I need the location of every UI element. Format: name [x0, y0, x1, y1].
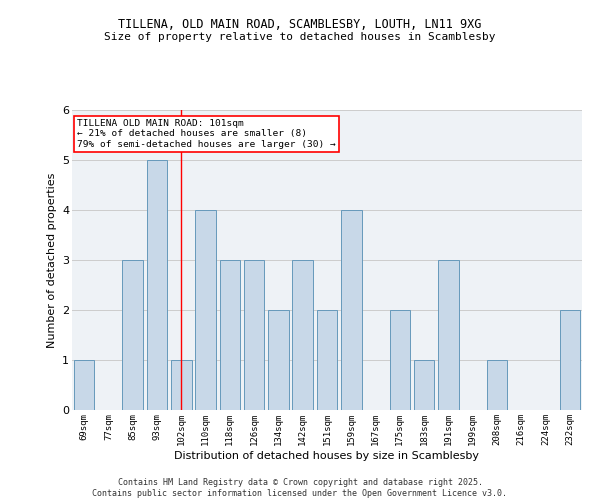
Bar	[414, 360, 434, 410]
Bar	[292, 260, 313, 410]
Bar	[171, 360, 191, 410]
Bar	[220, 260, 240, 410]
Bar	[487, 360, 508, 410]
Bar	[268, 310, 289, 410]
Bar	[146, 160, 167, 410]
Bar	[438, 260, 459, 410]
Y-axis label: Number of detached properties: Number of detached properties	[47, 172, 56, 348]
X-axis label: Distribution of detached houses by size in Scamblesby: Distribution of detached houses by size …	[175, 450, 479, 460]
Bar	[317, 310, 337, 410]
Text: TILLENA OLD MAIN ROAD: 101sqm
← 21% of detached houses are smaller (8)
79% of se: TILLENA OLD MAIN ROAD: 101sqm ← 21% of d…	[77, 119, 336, 149]
Bar	[341, 210, 362, 410]
Bar	[244, 260, 265, 410]
Bar	[74, 360, 94, 410]
Bar	[122, 260, 143, 410]
Bar	[389, 310, 410, 410]
Bar	[195, 210, 216, 410]
Text: Contains HM Land Registry data © Crown copyright and database right 2025.
Contai: Contains HM Land Registry data © Crown c…	[92, 478, 508, 498]
Bar	[560, 310, 580, 410]
Text: TILLENA, OLD MAIN ROAD, SCAMBLESBY, LOUTH, LN11 9XG: TILLENA, OLD MAIN ROAD, SCAMBLESBY, LOUT…	[118, 18, 482, 30]
Text: Size of property relative to detached houses in Scamblesby: Size of property relative to detached ho…	[104, 32, 496, 42]
